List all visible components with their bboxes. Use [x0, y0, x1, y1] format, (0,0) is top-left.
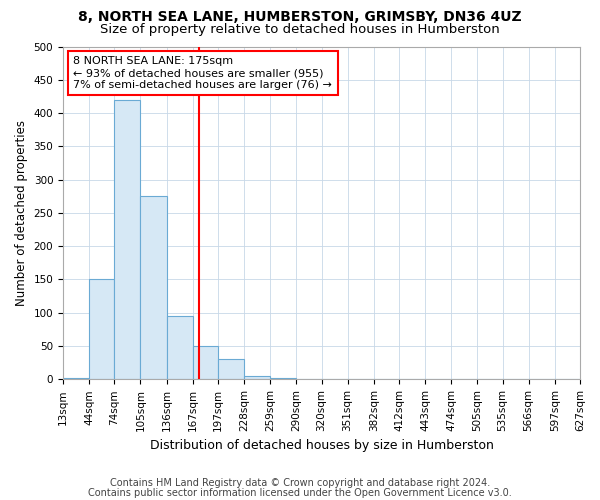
Bar: [167, 316, 193, 380]
Bar: [244, 376, 270, 380]
Text: Contains public sector information licensed under the Open Government Licence v3: Contains public sector information licen…: [88, 488, 512, 498]
X-axis label: Distribution of detached houses by size in Humberston: Distribution of detached houses by size …: [149, 440, 493, 452]
Bar: [89, 280, 115, 380]
Bar: [218, 360, 244, 380]
Bar: [140, 196, 167, 380]
Bar: [63, 378, 89, 380]
Bar: [193, 346, 218, 380]
Y-axis label: Number of detached properties: Number of detached properties: [15, 120, 28, 306]
Text: 8, NORTH SEA LANE, HUMBERSTON, GRIMSBY, DN36 4UZ: 8, NORTH SEA LANE, HUMBERSTON, GRIMSBY, …: [78, 10, 522, 24]
Text: 8 NORTH SEA LANE: 175sqm
← 93% of detached houses are smaller (955)
7% of semi-d: 8 NORTH SEA LANE: 175sqm ← 93% of detach…: [73, 56, 332, 90]
Bar: [270, 378, 296, 380]
Bar: [115, 100, 140, 379]
Text: Contains HM Land Registry data © Crown copyright and database right 2024.: Contains HM Land Registry data © Crown c…: [110, 478, 490, 488]
Text: Size of property relative to detached houses in Humberston: Size of property relative to detached ho…: [100, 22, 500, 36]
